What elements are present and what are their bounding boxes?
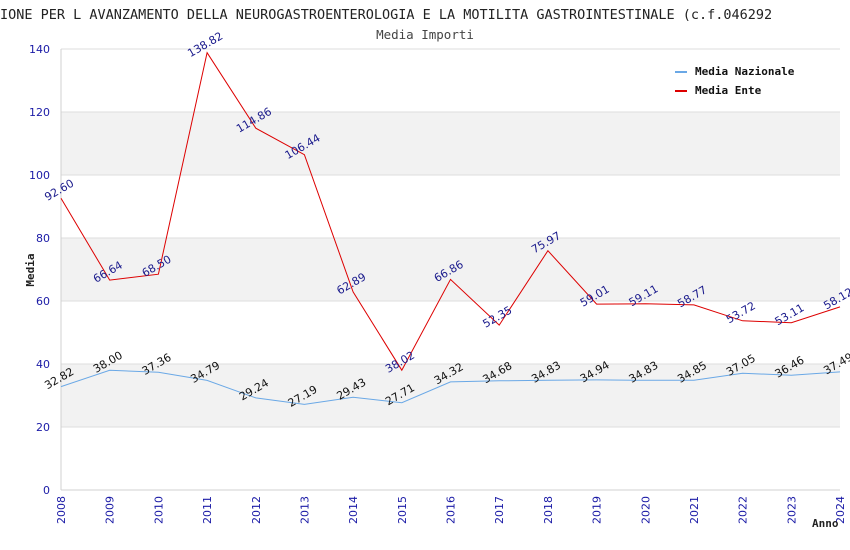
chart-title: IONE PER L AVANZAMENTO DELLA NEUROGASTRO… — [0, 7, 772, 23]
tick-labels: 0 20 40 60 80 100 120 140 2008 2009 2010 2011 2012 20… — [29, 43, 847, 524]
x-tick-label: 2009 — [104, 496, 117, 524]
x-tick-label: 2012 — [250, 496, 263, 524]
x-tick-label: 2011 — [201, 496, 214, 524]
chart-subtitle: Media Importi — [376, 27, 474, 42]
x-tick-label: 2022 — [737, 496, 750, 524]
legend-label-media-ente: Media Ente — [695, 84, 762, 97]
y-tick-label: 40 — [36, 358, 50, 371]
x-tick-label: 2008 — [55, 496, 68, 524]
x-tick-label: 2020 — [639, 496, 652, 524]
plot-band — [61, 112, 840, 175]
data-label: 53.72 — [724, 299, 758, 326]
series-line-media-ente — [60, 51, 841, 372]
y-tick-label: 20 — [36, 421, 50, 434]
x-tick-label: 2018 — [542, 496, 555, 524]
y-axis-title: Media — [24, 253, 37, 286]
axes — [60, 49, 840, 491]
x-tick-label: 2016 — [445, 496, 458, 524]
y-tick-label: 120 — [29, 106, 50, 119]
legend: Media Nazionale Media Ente — [675, 65, 795, 97]
x-tick-label: 2015 — [396, 496, 409, 524]
x-tick-label: 2019 — [591, 496, 604, 524]
y-tick-label: 100 — [29, 169, 50, 182]
series-lines — [60, 51, 841, 405]
plot-band — [61, 364, 840, 427]
x-axis-title: Anno — [812, 517, 839, 530]
x-tick-label: 2017 — [493, 496, 506, 524]
x-tick-label: 2013 — [298, 496, 311, 524]
y-tick-label: 140 — [29, 43, 50, 56]
x-tick-label: 2014 — [347, 496, 360, 524]
legend-label-media-nazionale: Media Nazionale — [695, 65, 795, 78]
y-tick-label: 80 — [36, 232, 50, 245]
y-tick-label: 0 — [43, 484, 50, 497]
series-line-media-nazionale — [60, 369, 841, 405]
x-tick-label: 2024 — [834, 496, 847, 524]
data-label: 53.11 — [773, 301, 807, 328]
plot-band — [61, 238, 840, 301]
y-tick-label: 60 — [36, 295, 50, 308]
data-label: 138.82 — [185, 29, 225, 60]
x-tick-label: 2021 — [688, 496, 701, 524]
plot-background-bands — [61, 112, 840, 427]
data-label: 52.35 — [481, 304, 515, 331]
x-tick-label: 2023 — [785, 496, 798, 524]
x-tick-label: 2010 — [152, 496, 165, 524]
